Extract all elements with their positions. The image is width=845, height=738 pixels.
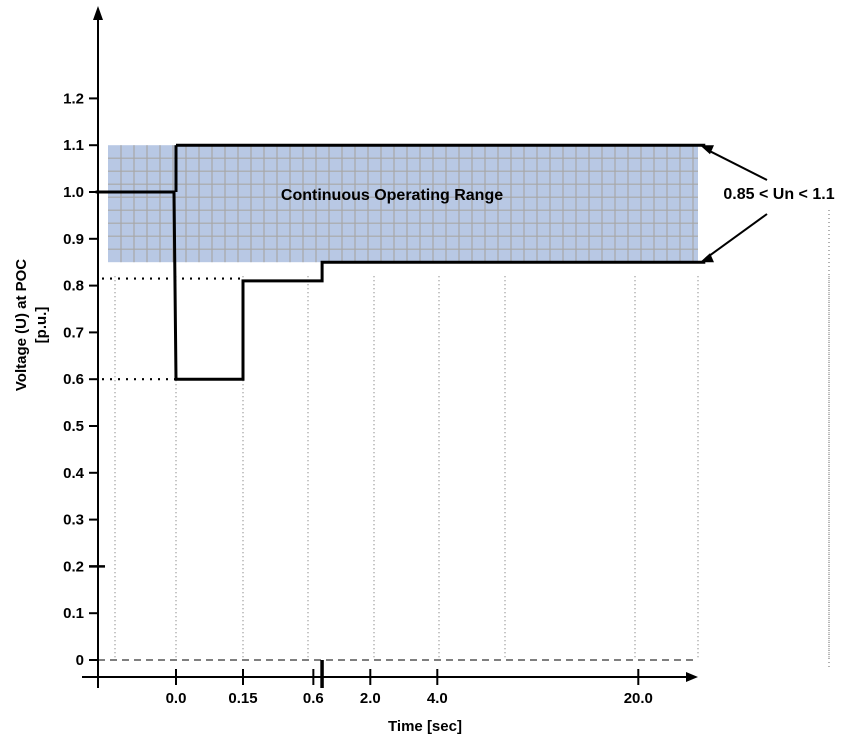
annotation-arrows xyxy=(700,145,768,263)
x-tick-label: 0.6 xyxy=(303,690,324,707)
annotation-arrow-upper xyxy=(705,148,768,181)
y-tick-label: 0.7 xyxy=(63,324,84,341)
voltage-profile-series xyxy=(95,143,706,381)
y-tick-label: 0 xyxy=(76,652,84,669)
annotation-arrowhead-upper xyxy=(700,145,714,155)
voltage-profile-line xyxy=(95,190,706,381)
x-axis-label: Time [sec] xyxy=(388,718,462,735)
dotted-level-lines xyxy=(102,277,241,381)
y-tick-label: 0.1 xyxy=(63,605,84,622)
y-tick-label: 0.2 xyxy=(63,558,84,575)
y-tick-label: 0.5 xyxy=(63,418,84,435)
y-axis-unit: [p.u.] xyxy=(33,307,50,344)
x-tick-label: 2.0 xyxy=(360,690,381,707)
x-tick-label: 0.0 xyxy=(166,690,187,707)
y-tick-label: 0.8 xyxy=(63,278,84,295)
x-tick-label: 0.15 xyxy=(228,690,257,707)
region-label: Continuous Operating Range xyxy=(281,187,503,204)
y-axis-label: Voltage (U) at POC xyxy=(13,259,30,391)
y-axis-arrow xyxy=(93,6,103,20)
axes xyxy=(82,6,698,688)
x-tick-label: 20.0 xyxy=(624,690,653,707)
y-tick-label: 1.0 xyxy=(63,184,84,201)
vertical-dotted-gridlines xyxy=(114,210,830,670)
y-tick-label: 0.4 xyxy=(63,465,85,482)
region-fill xyxy=(108,145,698,263)
y-tick-label: 0.6 xyxy=(63,371,84,388)
annotation-arrow-lower xyxy=(705,213,768,260)
annotation-arrowhead-lower xyxy=(700,253,714,263)
range-annotation: 0.85 < Un < 1.1 xyxy=(723,186,834,203)
operating-range-region xyxy=(108,145,698,263)
y-tick-label: 0.3 xyxy=(63,512,84,529)
y-tick-label: 1.1 xyxy=(63,137,84,154)
x-axis-arrow xyxy=(686,672,698,682)
chart-text: Continuous Operating Range 0.85 < Un < 1… xyxy=(13,90,835,735)
x-tick-label: 4.0 xyxy=(427,690,448,707)
y-tick-label: 0.9 xyxy=(63,231,84,248)
y-tick-label: 1.2 xyxy=(63,90,84,107)
